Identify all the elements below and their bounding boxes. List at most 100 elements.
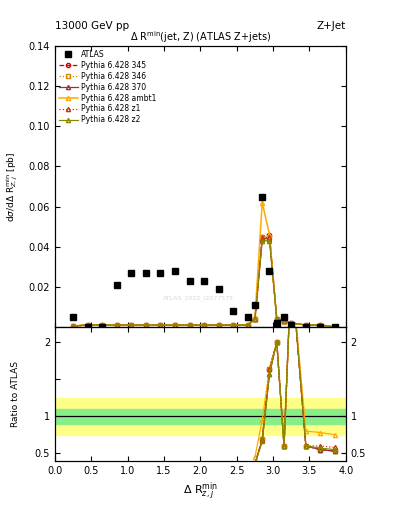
Pythia 6.428 z2 <box>245 322 250 328</box>
Pythia 6.428 345 <box>85 322 90 328</box>
Pythia 6.428 370 <box>114 322 119 328</box>
Pythia 6.428 345 <box>303 322 308 328</box>
Pythia 6.428 346 <box>114 322 119 328</box>
Pythia 6.428 z2 <box>303 322 308 328</box>
Pythia 6.428 z1 <box>282 318 286 324</box>
ATLAS <box>289 322 294 328</box>
ATLAS <box>318 324 323 330</box>
Pythia 6.428 370 <box>289 320 294 326</box>
Bar <box>55 398 346 435</box>
Pythia 6.428 z2 <box>85 322 90 328</box>
Pythia 6.428 346 <box>318 322 323 328</box>
ATLAS <box>173 268 177 274</box>
Pythia 6.428 z2 <box>274 316 279 322</box>
Pythia 6.428 z1 <box>100 322 105 328</box>
Pythia 6.428 345 <box>187 322 192 328</box>
Pythia 6.428 346 <box>100 322 105 328</box>
Pythia 6.428 z2 <box>114 322 119 328</box>
ATLAS <box>100 324 105 330</box>
Pythia 6.428 345 <box>282 318 286 324</box>
Pythia 6.428 ambt1 <box>253 314 257 320</box>
Pythia 6.428 z2 <box>267 238 272 244</box>
Pythia 6.428 z2 <box>100 322 105 328</box>
Title: $\Delta$ R$^{\rm min}$(jet, Z) (ATLAS Z+jets): $\Delta$ R$^{\rm min}$(jet, Z) (ATLAS Z+… <box>130 29 271 45</box>
Pythia 6.428 346 <box>187 322 192 328</box>
Pythia 6.428 z2 <box>143 322 148 328</box>
Pythia 6.428 346 <box>216 322 221 328</box>
Pythia 6.428 z1 <box>274 316 279 322</box>
Pythia 6.428 346 <box>158 322 163 328</box>
Pythia 6.428 z1 <box>187 322 192 328</box>
Pythia 6.428 ambt1 <box>282 318 286 324</box>
ATLAS <box>303 324 308 330</box>
Text: ATLAS_2022_I2077575: ATLAS_2022_I2077575 <box>163 295 233 301</box>
ATLAS <box>114 282 119 288</box>
Pythia 6.428 370 <box>260 236 264 242</box>
ATLAS <box>260 194 264 200</box>
Pythia 6.428 345 <box>129 322 134 328</box>
Pythia 6.428 345 <box>173 322 177 328</box>
Pythia 6.428 z1 <box>129 322 134 328</box>
Pythia 6.428 345 <box>158 322 163 328</box>
Pythia 6.428 370 <box>129 322 134 328</box>
ATLAS <box>253 302 257 308</box>
Pythia 6.428 345 <box>267 231 272 238</box>
Line: Pythia 6.428 370: Pythia 6.428 370 <box>71 237 337 329</box>
Pythia 6.428 345 <box>260 233 264 240</box>
ATLAS <box>332 324 337 330</box>
ATLAS <box>282 314 286 320</box>
Pythia 6.428 z1 <box>85 322 90 328</box>
Y-axis label: d$\sigma$/d$\Delta$ R$^{\rm min}_{Z,j}$ [pb]: d$\sigma$/d$\Delta$ R$^{\rm min}_{Z,j}$ … <box>5 152 20 222</box>
Pythia 6.428 345 <box>216 322 221 328</box>
Pythia 6.428 346 <box>129 322 134 328</box>
Pythia 6.428 z2 <box>282 318 286 324</box>
Pythia 6.428 370 <box>71 323 75 329</box>
Pythia 6.428 z1 <box>267 233 272 240</box>
Pythia 6.428 z2 <box>253 316 257 322</box>
Pythia 6.428 345 <box>289 320 294 326</box>
Pythia 6.428 370 <box>267 236 272 242</box>
ATLAS <box>267 268 272 274</box>
Pythia 6.428 z2 <box>158 322 163 328</box>
ATLAS <box>216 286 221 292</box>
Line: Pythia 6.428 ambt1: Pythia 6.428 ambt1 <box>71 201 337 329</box>
Pythia 6.428 346 <box>202 322 206 328</box>
Pythia 6.428 345 <box>143 322 148 328</box>
Text: Z+Jet: Z+Jet <box>317 20 346 31</box>
Pythia 6.428 346 <box>332 324 337 330</box>
Pythia 6.428 ambt1 <box>85 322 90 328</box>
Pythia 6.428 370 <box>274 316 279 322</box>
ATLAS <box>129 270 134 276</box>
Pythia 6.428 z1 <box>231 322 235 328</box>
ATLAS <box>158 270 163 276</box>
Pythia 6.428 z2 <box>187 322 192 328</box>
Y-axis label: Ratio to ATLAS: Ratio to ATLAS <box>11 361 20 427</box>
Pythia 6.428 z1 <box>114 322 119 328</box>
Pythia 6.428 346 <box>282 318 286 324</box>
ATLAS <box>245 314 250 320</box>
Pythia 6.428 370 <box>282 318 286 324</box>
Pythia 6.428 370 <box>332 324 337 330</box>
Bar <box>55 409 346 423</box>
Pythia 6.428 345 <box>274 316 279 322</box>
Pythia 6.428 z2 <box>202 322 206 328</box>
Pythia 6.428 ambt1 <box>274 316 279 322</box>
Pythia 6.428 370 <box>245 322 250 328</box>
Pythia 6.428 z2 <box>71 323 75 329</box>
Pythia 6.428 346 <box>85 322 90 328</box>
Pythia 6.428 346 <box>143 322 148 328</box>
Pythia 6.428 z1 <box>253 316 257 322</box>
Pythia 6.428 ambt1 <box>289 320 294 326</box>
Pythia 6.428 370 <box>216 322 221 328</box>
Pythia 6.428 ambt1 <box>332 324 337 330</box>
Pythia 6.428 345 <box>71 323 75 329</box>
Pythia 6.428 345 <box>114 322 119 328</box>
Pythia 6.428 z2 <box>260 238 264 244</box>
Pythia 6.428 ambt1 <box>267 231 272 238</box>
ATLAS <box>187 278 192 284</box>
Pythia 6.428 370 <box>231 322 235 328</box>
Pythia 6.428 ambt1 <box>100 322 105 328</box>
Pythia 6.428 z1 <box>289 320 294 326</box>
Pythia 6.428 z1 <box>260 236 264 242</box>
Pythia 6.428 z1 <box>245 322 250 328</box>
